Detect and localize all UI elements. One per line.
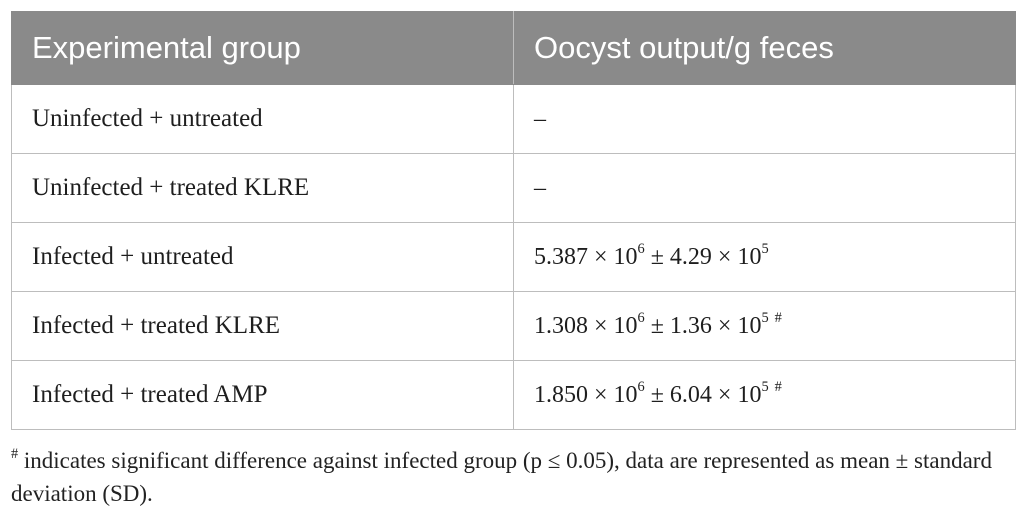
table-footnote: # indicates significant difference again…: [11, 444, 1015, 510]
value-cell: –: [513, 153, 1016, 223]
value-cell: 5.387 × 106 ± 4.29 × 105: [513, 222, 1016, 292]
base: 10: [613, 243, 638, 270]
sd-exponent: 5: [761, 240, 769, 257]
footnote-text: indicates significant difference against…: [11, 448, 992, 506]
times-symbol: ×: [594, 243, 608, 270]
base: 10: [737, 243, 762, 270]
times-symbol: ×: [594, 312, 608, 339]
table-header-row: Experimental group Oocyst output/g feces: [11, 11, 1016, 85]
pm-symbol: ±: [650, 381, 664, 408]
times-symbol: ×: [717, 243, 732, 270]
group-cell: Infected + treated KLRE: [11, 291, 514, 361]
mean-exponent: 6: [637, 240, 645, 257]
mean-exponent: 6: [637, 309, 645, 326]
header-oocyst-output: Oocyst output/g feces: [513, 11, 1016, 85]
table-row: Infected + treated AMP 1.850 × 106 ± 6.0…: [11, 360, 1016, 430]
sd-mantissa: 6.04: [669, 381, 712, 408]
mean-mantissa: 1.308: [534, 312, 588, 339]
footnote-mark: #: [11, 446, 19, 463]
base: 10: [613, 381, 638, 408]
header-experimental-group: Experimental group: [11, 11, 514, 85]
significance-mark: #: [774, 378, 782, 395]
sd-exponent: 5: [761, 309, 769, 326]
group-cell: Uninfected + untreated: [11, 84, 514, 154]
oocyst-output-table: Experimental group Oocyst output/g feces…: [11, 11, 1016, 430]
sd-exponent: 5: [761, 378, 769, 395]
mean-mantissa: 5.387: [534, 243, 588, 270]
results-table-container: Experimental group Oocyst output/g feces…: [11, 11, 1016, 430]
group-cell: Infected + treated AMP: [11, 360, 514, 430]
table-row: Infected + untreated 5.387 × 106 ± 4.29 …: [11, 222, 1016, 292]
significance-mark: #: [774, 309, 782, 326]
value-cell: 1.308 × 106 ± 1.36 × 105 #: [513, 291, 1016, 361]
value-cell: 1.850 × 106 ± 6.04 × 105 #: [513, 360, 1016, 430]
table-row: Uninfected + treated KLRE –: [11, 153, 1016, 223]
table-row: Uninfected + untreated –: [11, 84, 1016, 154]
times-symbol: ×: [717, 381, 732, 408]
base: 10: [737, 312, 762, 339]
pm-symbol: ±: [650, 243, 664, 270]
value-cell: –: [513, 84, 1016, 154]
base: 10: [737, 381, 762, 408]
group-cell: Infected + untreated: [11, 222, 514, 292]
base: 10: [613, 312, 638, 339]
times-symbol: ×: [717, 312, 732, 339]
sd-mantissa: 1.36: [669, 312, 712, 339]
sd-mantissa: 4.29: [669, 243, 712, 270]
pm-symbol: ±: [650, 312, 664, 339]
times-symbol: ×: [594, 381, 608, 408]
group-cell: Uninfected + treated KLRE: [11, 153, 514, 223]
mean-exponent: 6: [637, 378, 645, 395]
mean-mantissa: 1.850: [534, 381, 588, 408]
table-row: Infected + treated KLRE 1.308 × 106 ± 1.…: [11, 291, 1016, 361]
